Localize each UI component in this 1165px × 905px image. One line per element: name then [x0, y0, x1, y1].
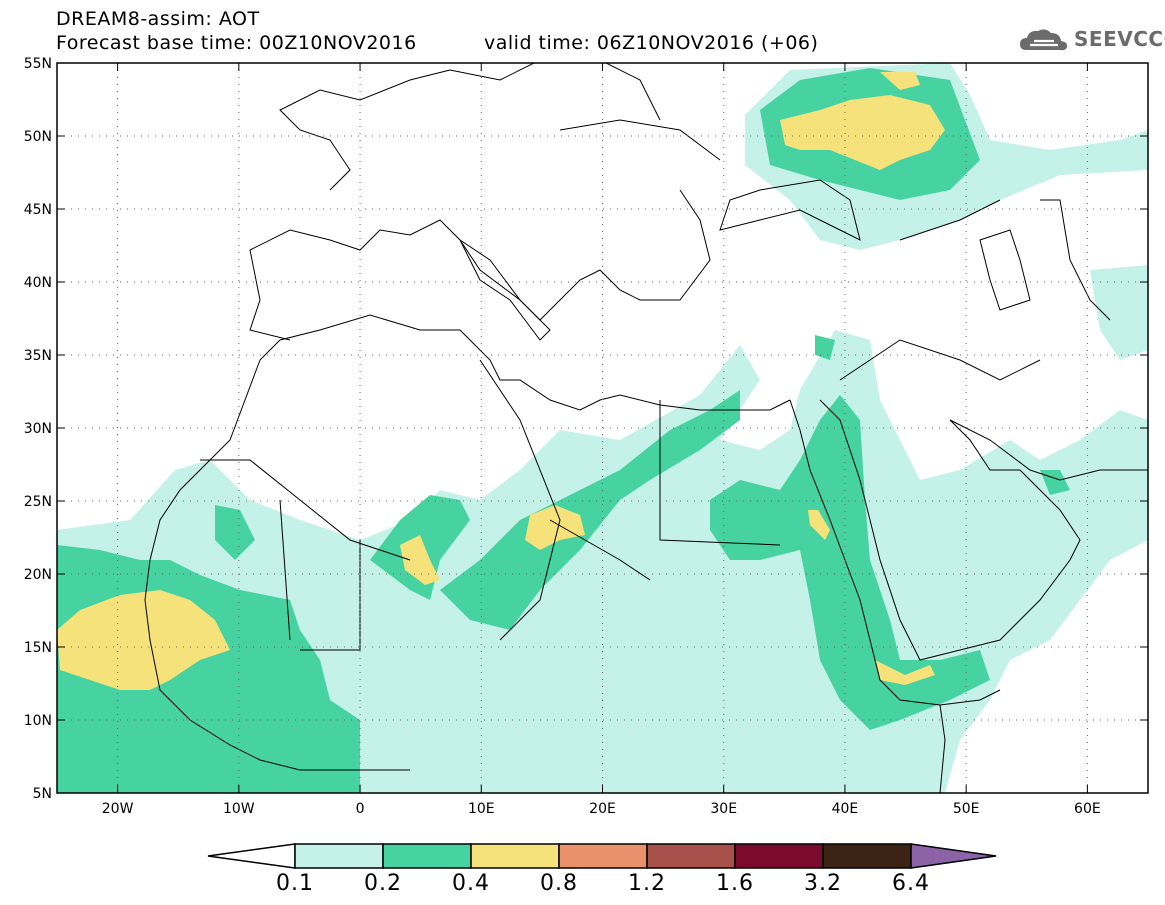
aot-region [1090, 265, 1148, 360]
cloud-icon [1020, 29, 1068, 51]
aot-region [780, 95, 945, 170]
lon-label: 20E [589, 801, 616, 817]
lat-label: 50N [24, 129, 52, 145]
lat-label: 45N [24, 202, 52, 218]
lat-label: 20N [24, 567, 52, 583]
colorbar-segment [822, 843, 912, 869]
colorbar-segment [294, 843, 384, 869]
colorbar-label: 6.4 [892, 871, 930, 896]
coastline [149, 314, 791, 561]
colorbar-segment [734, 843, 824, 869]
colorbar-segment [382, 843, 472, 869]
title-line-1: DREAM8-assim: AOT [56, 8, 260, 30]
colorbar-label: 3.2 [804, 871, 842, 896]
lat-label: 30N [24, 421, 52, 437]
coastline [559, 119, 721, 161]
colorbar-label: 1.2 [628, 871, 666, 896]
lon-label: 0 [356, 801, 365, 817]
coastline [458, 238, 551, 341]
lon-label: 50E [953, 801, 980, 817]
coastline [249, 189, 711, 321]
lon-label: 20W [102, 801, 134, 817]
aot-region [875, 660, 935, 685]
colorbar-label: 1.6 [716, 871, 754, 896]
aot-region [815, 335, 835, 360]
colorbar-segment [558, 843, 648, 869]
lon-label: 40E [832, 801, 859, 817]
colorbar-over-arrow [910, 843, 997, 869]
forecast-base-time: Forecast base time: 00Z10NOV2016 [56, 32, 417, 54]
aot-region [440, 390, 740, 630]
lat-label: 35N [24, 348, 52, 364]
coastline [789, 399, 1001, 706]
coastline [449, 63, 536, 81]
colorbar [207, 843, 997, 869]
aot-region [710, 395, 990, 730]
coastline [819, 399, 1081, 661]
lon-label: 30E [710, 801, 737, 817]
lon-label: 10W [223, 801, 255, 817]
lat-label: 5N [33, 786, 52, 802]
lat-label: 10N [24, 713, 52, 729]
colorbar-label: 0.1 [276, 871, 314, 896]
colorbar-under-arrow [207, 843, 296, 869]
colorbar-segment [646, 843, 736, 869]
logo-text: SEEVCCC [1074, 27, 1165, 51]
colorbar-label: 0.4 [452, 871, 490, 896]
aot-region [880, 72, 920, 90]
aot-region [808, 510, 830, 540]
lat-label: 55N [24, 56, 52, 72]
coastline [1040, 199, 1111, 321]
coastline [200, 459, 411, 561]
coastline [549, 519, 651, 581]
lon-label: 60E [1074, 801, 1101, 817]
colorbar-segment [470, 843, 560, 869]
coastline [300, 540, 361, 651]
coastline [839, 339, 1041, 381]
coastline [249, 249, 291, 341]
colorbar-label: 0.8 [540, 871, 578, 896]
valid-time: valid time: 06Z10NOV2016 (+06) [484, 32, 819, 54]
aot-region [525, 505, 585, 550]
lon-label: 10E [468, 801, 495, 817]
coastline [479, 359, 561, 641]
aot-region [400, 535, 440, 585]
aot-region [215, 505, 255, 560]
coastline [949, 419, 1148, 481]
coastline [979, 229, 1031, 311]
coastline [144, 559, 410, 771]
coastline [604, 63, 661, 121]
coastline [719, 179, 861, 241]
colorbar-label: 0.2 [364, 871, 402, 896]
coastline [279, 69, 451, 191]
lat-label: 15N [24, 640, 52, 656]
lat-label: 25N [24, 494, 52, 510]
coastline [899, 199, 1001, 241]
coastline [939, 704, 946, 793]
coastline [279, 499, 291, 641]
lat-label: 40N [24, 275, 52, 291]
aot-region [57, 590, 230, 690]
coastline [659, 400, 781, 546]
